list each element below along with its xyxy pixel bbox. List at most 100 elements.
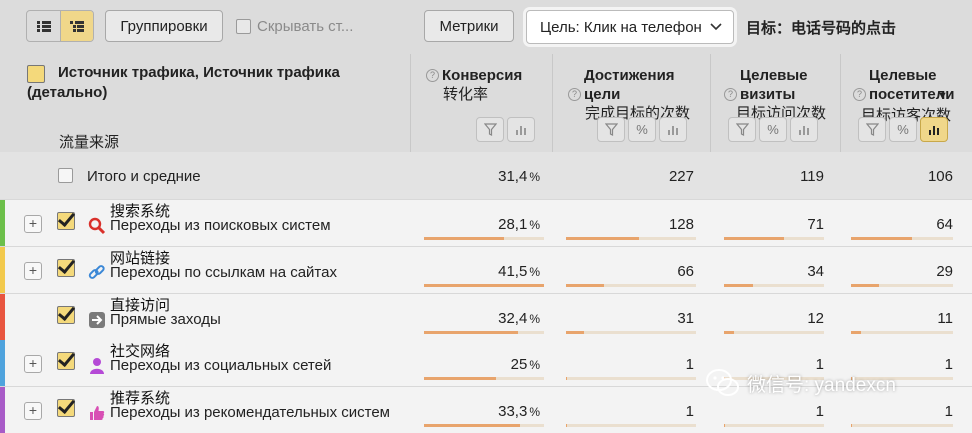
- table-row[interactable]: + 网站链接 Переходы по ссылкам на сайтах 41,5% 6…: [0, 247, 972, 294]
- cell-visitors-bar: [851, 331, 953, 334]
- row-checkbox[interactable]: [57, 259, 75, 277]
- chart-toggle-button[interactable]: [507, 117, 535, 142]
- row-color-marker: [0, 387, 5, 433]
- filter-icon: [865, 123, 879, 136]
- cell-conv-bar: [424, 377, 544, 380]
- hide-label: Скрывать ст...: [257, 18, 354, 35]
- source-translation: 社交网络: [110, 343, 171, 360]
- grouping-button[interactable]: Группировки: [105, 10, 223, 42]
- row-checkbox[interactable]: [57, 212, 75, 230]
- total-checkbox[interactable]: [58, 168, 73, 183]
- help-icon[interactable]: ?: [724, 88, 737, 101]
- expand-button[interactable]: +: [24, 262, 42, 280]
- hide-checkbox[interactable]: [236, 19, 251, 34]
- goal-select-value: Цель: Клик на телефон: [540, 18, 702, 36]
- row-checkbox[interactable]: [57, 306, 75, 324]
- goal-visitors-tools: %: [858, 117, 948, 142]
- metrics-button[interactable]: Метрики: [424, 10, 514, 42]
- table-row[interactable]: + 社交网络 Переходы из социальных сетей 25% 1 1 1: [0, 340, 972, 387]
- table-row[interactable]: 直接访问 Прямые заходы 32,4% 31 12 11: [0, 294, 972, 341]
- sort-desc-icon[interactable]: ▼: [937, 90, 948, 102]
- cell-goals-bar: [566, 284, 696, 287]
- source-translation: 网站链接: [110, 250, 171, 267]
- select-all-checkbox[interactable]: [27, 65, 45, 83]
- percent-toggle-button[interactable]: %: [628, 117, 656, 142]
- cell-visits-bar: [724, 237, 824, 240]
- source-name[interactable]: Прямые заходы: [110, 311, 221, 328]
- filter-button[interactable]: [476, 117, 504, 142]
- percent-toggle-button[interactable]: %: [889, 117, 917, 142]
- search-icon: [87, 216, 107, 236]
- bar-chart-icon: [798, 126, 809, 135]
- row-checkbox[interactable]: [57, 352, 75, 370]
- row-checkbox[interactable]: [57, 399, 75, 417]
- table-row[interactable]: + 搜索系统 Переходы из поисковых систем 28,1% 12…: [0, 200, 972, 247]
- source-translation: 推荐系统: [110, 390, 171, 407]
- total-goal-visitors: 106: [927, 168, 953, 185]
- cell-conv-bar: [424, 284, 544, 287]
- source-name[interactable]: Переходы из социальных сетей: [110, 357, 332, 374]
- total-row: Итого и средние 31,4% 227 119 106: [0, 152, 972, 200]
- expand-button[interactable]: +: [24, 215, 42, 233]
- row-color-marker: [0, 200, 5, 246]
- cell-goals: 31: [677, 310, 694, 327]
- help-icon[interactable]: ?: [568, 88, 581, 101]
- chevron-down-icon: [710, 23, 722, 31]
- cell-visitors: 11: [937, 310, 953, 327]
- cell-visits: 12: [807, 310, 824, 327]
- tree-view-button[interactable]: [60, 11, 93, 41]
- filter-button[interactable]: [597, 117, 625, 142]
- cell-visitors-bar: [851, 377, 953, 380]
- chart-toggle-button[interactable]: [790, 117, 818, 142]
- tree-list-icon: [70, 20, 84, 32]
- list-view-button[interactable]: [27, 11, 60, 41]
- watermark-text: 微信号: yandexcn: [747, 374, 896, 396]
- wechat-icon: [706, 369, 739, 396]
- chart-toggle-button-active[interactable]: [920, 117, 948, 142]
- cell-goals-bar: [566, 377, 696, 380]
- direct-arrow-icon: [87, 310, 107, 330]
- cell-visits: 1: [815, 403, 824, 420]
- help-icon[interactable]: ?: [426, 69, 439, 82]
- column-header-goal-reaches[interactable]: ?Достижения цели 完成目标的次数: [568, 66, 708, 123]
- source-name[interactable]: Переходы из рекомендательных систем: [110, 404, 390, 421]
- cell-visits-bar: [724, 331, 824, 334]
- cell-visitors: 1: [944, 403, 953, 420]
- expand-button[interactable]: +: [24, 402, 42, 420]
- filter-button[interactable]: [728, 117, 756, 142]
- cell-visitors-bar: [851, 284, 953, 287]
- report-toolbar: Группировки Скрывать ст... Метрики Цель:…: [0, 0, 972, 54]
- cell-visits-bar: [724, 284, 824, 287]
- cell-goals-bar: [566, 424, 696, 427]
- percent-icon: %: [897, 122, 909, 137]
- filter-button[interactable]: [858, 117, 886, 142]
- column-header-goal-visits[interactable]: ?Целевые визиты 目标访问次数: [724, 66, 839, 123]
- source-name[interactable]: Переходы из поисковых систем: [110, 217, 331, 234]
- source-name[interactable]: Переходы по ссылкам на сайтах: [110, 264, 337, 281]
- hide-columns-toggle[interactable]: Скрывать ст...: [236, 18, 353, 35]
- conversion-tools: [476, 117, 535, 142]
- chart-toggle-button[interactable]: [659, 117, 687, 142]
- total-conversion: 31,4%: [498, 168, 540, 185]
- cell-visits: 71: [807, 216, 824, 233]
- list-icon: [36, 20, 51, 32]
- percent-toggle-button[interactable]: %: [759, 117, 787, 142]
- link-icon: [87, 263, 107, 283]
- total-goal-visits: 119: [800, 168, 824, 185]
- cell-visitors: 1: [944, 356, 953, 373]
- cell-visitors: 29: [936, 263, 953, 280]
- help-icon[interactable]: ?: [853, 88, 866, 101]
- goal-select[interactable]: Цель: Клик на телефон: [526, 10, 734, 44]
- cell-visitors-bar: [851, 237, 953, 240]
- cell-conv: 32,4%: [498, 310, 540, 327]
- social-person-icon: [87, 356, 107, 376]
- table-row[interactable]: + 推荐系统 Переходы из рекомендательных систем…: [0, 387, 972, 433]
- cell-conv: 33,3%: [498, 403, 540, 420]
- percent-icon: %: [767, 122, 779, 137]
- column-header-conversion[interactable]: ? Конверсия 转化率: [426, 66, 546, 104]
- expand-button[interactable]: +: [24, 355, 42, 373]
- view-toggle: [26, 10, 94, 42]
- cell-conv: 25%: [510, 356, 540, 373]
- cell-visitors: 64: [936, 216, 953, 233]
- cell-visits-bar: [724, 424, 824, 427]
